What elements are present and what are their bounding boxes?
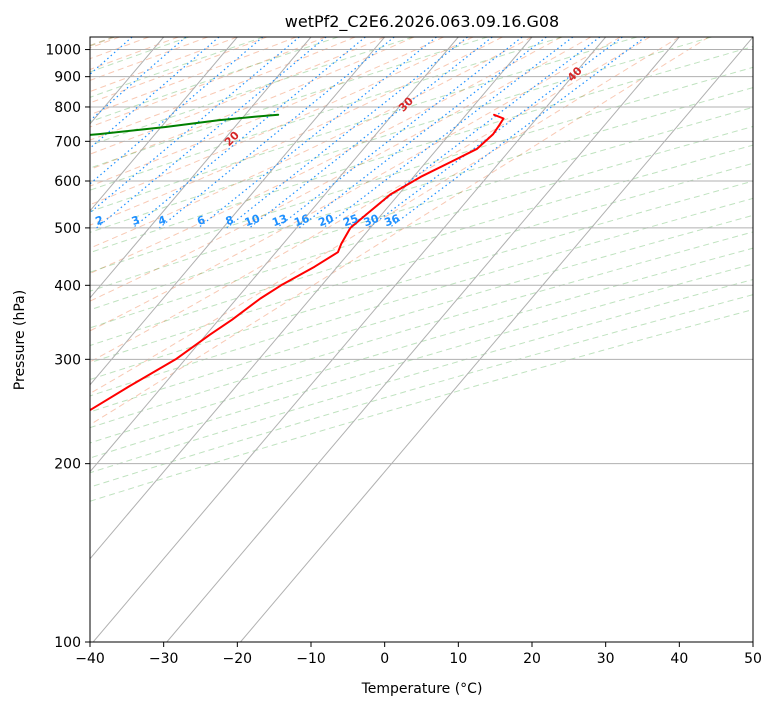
x-tick-label: −10 [296, 651, 326, 667]
y-tick-label: 800 [54, 100, 81, 116]
dry-adiabat-line [90, 45, 753, 254]
x-tick-label: −30 [149, 651, 179, 667]
moist-adiabat-line [90, 37, 474, 206]
mixing-ratio-label: 2 [94, 213, 106, 228]
dry-adiabat-line [90, 247, 753, 444]
y-tick-label: 500 [54, 221, 81, 237]
mixing-ratio-label: 10 [243, 212, 262, 230]
x-axis-ticks: −40 −30 −20 −10 0 10 20 30 40 50 [75, 642, 762, 667]
x-tick-label: 20 [523, 651, 541, 667]
mixing-ratio-label: 16 [292, 212, 311, 230]
chart-title: wetPf2_C2E6.2026.063.09.16.G08 [285, 12, 559, 32]
dry-adiabats [90, 37, 753, 502]
mixing-ratio-label: 6 [195, 213, 207, 228]
mixing-ratio-line [96, 37, 327, 229]
isobar-grid [90, 49, 753, 642]
x-tick-label: 10 [449, 651, 467, 667]
moist-adiabat-line [90, 37, 267, 104]
mixing-ratio-line [159, 37, 395, 229]
isotherm-line [90, 37, 238, 212]
moist-adiabat-line [90, 37, 444, 187]
isotherm-line [90, 37, 533, 560]
y-tick-label: 400 [54, 278, 81, 294]
sounding-series [90, 113, 505, 412]
isotherm-line [90, 37, 386, 386]
moist-adiabat-line [90, 37, 562, 274]
mixing-ratio-line [197, 37, 437, 229]
mixing-ratio-line [322, 37, 574, 229]
dry-adiabat-line [90, 37, 339, 123]
plot-area: -100-90-80-70-60-50-40-30-20-10010203040… [90, 37, 753, 642]
y-axis-ticks: 1000 900 800 700 600 500 400 300 200 100 [45, 43, 90, 651]
temperature-profile [90, 113, 505, 412]
moist-adiabat-line [90, 37, 179, 71]
y-tick-label: 100 [54, 635, 81, 651]
mixing-ratio-line [388, 37, 646, 229]
moist-adiabat-line [90, 37, 238, 93]
dry-adiabat-line [90, 37, 638, 213]
x-tick-label: 40 [670, 651, 688, 667]
x-axis-label: Temperature (°C) [361, 681, 483, 697]
moist-adiabat-line [90, 37, 651, 363]
dry-adiabat-line [90, 263, 753, 459]
mixing-ratio-label: 3 [130, 213, 142, 228]
mixing-ratio-line [249, 37, 493, 229]
y-tick-label: 700 [54, 134, 81, 150]
x-tick-label: −40 [75, 651, 105, 667]
moist-adiabat-line [90, 37, 385, 155]
moist-adiabat-line [90, 37, 710, 426]
y-tick-label: 900 [54, 70, 81, 86]
dry-adiabat-line [90, 37, 563, 191]
moist-adiabat-line [90, 37, 415, 170]
dry-adiabat-line [90, 37, 712, 233]
dry-adiabat-line [90, 162, 753, 364]
moist-adiabat-line [90, 37, 503, 226]
dry-adiabat-line [90, 294, 753, 488]
y-tick-label: 200 [54, 457, 81, 473]
y-axis-label: Pressure (hPa) [12, 290, 28, 390]
dry-adiabat-line [90, 214, 753, 413]
isotherm-line [240, 37, 753, 642]
dry-adiabat-line [90, 37, 414, 146]
x-tick-label: 30 [597, 651, 615, 667]
moist-adiabat-line [90, 37, 680, 395]
mixing-ratio-line [132, 37, 366, 229]
isotherm-line [92, 37, 607, 642]
dry-adiabat-line [90, 125, 753, 329]
mixing-ratio-label: 36 [383, 212, 402, 230]
x-tick-label: −20 [223, 651, 253, 667]
dry-adiabat-line [90, 180, 753, 381]
isotherm-line [90, 37, 312, 299]
mixing-ratio-line [347, 37, 601, 229]
plot-frame [89, 36, 754, 643]
mixing-ratio-label: 4 [156, 213, 168, 228]
mixing-ratio-label: 13 [270, 212, 289, 229]
mixing-ratio-label: 20 [317, 212, 336, 230]
moist-adiabat-line [90, 37, 356, 141]
dry-adiabat-line [90, 66, 753, 273]
x-tick-label: 50 [744, 651, 762, 667]
mixing-ratio-line [226, 37, 468, 229]
mixing-ratio-label: 30 [362, 212, 381, 230]
y-tick-label: 1000 [45, 43, 81, 59]
x-tick-label: 0 [380, 651, 389, 667]
mixing-ratio-label: 25 [341, 212, 360, 229]
y-tick-label: 600 [54, 174, 81, 190]
y-tick-label: 300 [54, 352, 81, 368]
isotherm-line [166, 37, 680, 642]
dry-adiabat-line [90, 144, 753, 347]
mixing-ratio-label: 8 [224, 213, 236, 228]
moist-adiabat-line [90, 37, 592, 302]
moist-adiabat-line [90, 37, 621, 332]
moist-adiabats [90, 37, 710, 426]
moist-adiabat-line [90, 37, 326, 128]
